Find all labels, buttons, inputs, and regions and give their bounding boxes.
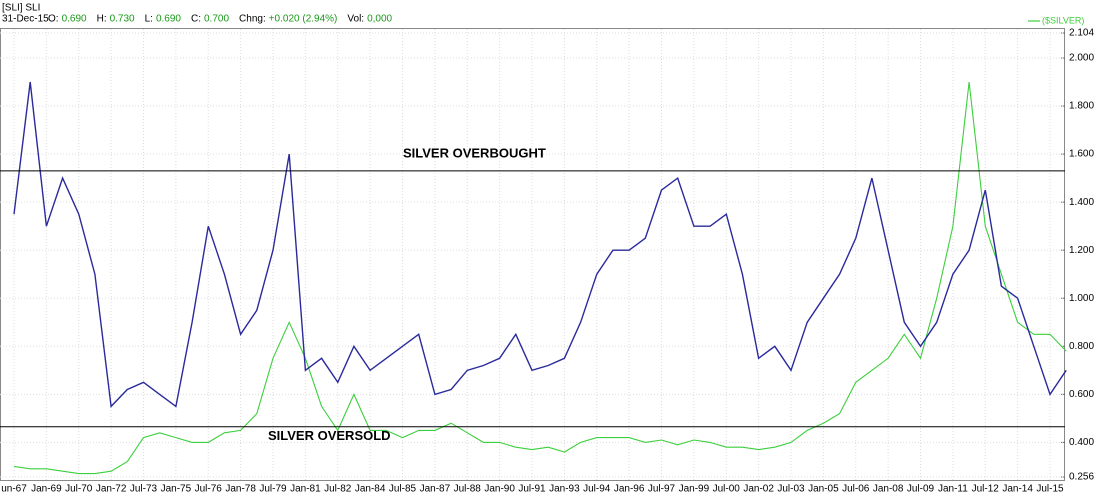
y-tick-label: 2.000 (1069, 53, 1094, 64)
header: [SLI] SLI 31-Dec-15 (2, 3, 49, 25)
x-tick-label: Jan-84 (355, 484, 386, 495)
x-tick-label: Jul-97 (648, 484, 676, 495)
x-tick-label: Jan-72 (96, 484, 127, 495)
x-tick-label: Jul-12 (972, 484, 1000, 495)
legend-label: ($SILVER) (1042, 15, 1084, 25)
x-tick-label: Jan-90 (484, 484, 515, 495)
x-tick-label: Jul-85 (389, 484, 417, 495)
x-tick-label: Jan-11 (938, 484, 968, 495)
x-tick-label: Jul-82 (324, 484, 352, 495)
x-tick-label: Jan-78 (225, 484, 256, 495)
x-tick-label: Jul-88 (454, 484, 482, 495)
series-line (13, 81, 1067, 408)
x-tick-label: Jul-79 (259, 484, 287, 495)
x-tick-label: un-67 (1, 484, 27, 495)
field-value: +0.020 (2.94%) (269, 14, 338, 25)
x-tick-label: Jul-94 (583, 484, 611, 495)
x-tick-label: Jan-96 (614, 484, 645, 495)
field-value: 0.690 (156, 14, 181, 25)
x-tick-label: Jan-02 (743, 484, 774, 495)
x-tick-label: Jan-14 (1002, 484, 1033, 495)
field-value: 0.690 (62, 14, 87, 25)
y-tick-label: 1.600 (1069, 149, 1094, 160)
y-tick-label: 2.104 (1069, 28, 1094, 39)
x-tick-label: Jul-06 (842, 484, 870, 495)
x-tick-label: Jan-93 (549, 484, 580, 495)
y-tick-label: 1.200 (1069, 245, 1094, 256)
y-tick-label: 0.400 (1069, 437, 1094, 448)
x-tick-label: Jan-05 (808, 484, 839, 495)
field-label: Chng: (239, 14, 266, 25)
field-label: H: (97, 14, 107, 25)
symbol: [SLI] SLI (2, 3, 40, 14)
x-tick-label: Jul-91 (518, 484, 546, 495)
x-tick-label: Jan-81 (290, 484, 321, 495)
x-tick-label: Jul-76 (195, 484, 223, 495)
x-tick-label: Jan-69 (31, 484, 62, 495)
date: 31-Dec-15 (2, 14, 49, 25)
x-tick-label: Jul-15 (1036, 484, 1064, 495)
field-label: O: (48, 14, 59, 25)
y-tick-label: 0.800 (1069, 341, 1094, 352)
field-label: C: (191, 14, 201, 25)
x-tick-label: Jul-73 (130, 484, 158, 495)
field-label: L: (145, 14, 153, 25)
y-tick-label: 0.600 (1069, 389, 1094, 400)
x-tick-label: Jul-09 (907, 484, 935, 495)
series-line (13, 81, 1067, 475)
y-tick-label: 1.000 (1069, 293, 1094, 304)
x-tick-label: Jan-75 (161, 484, 192, 495)
x-tick-label: Jan-08 (873, 484, 904, 495)
annotation: SILVER OVERSOLD (268, 428, 391, 443)
y-tick-label: 1.800 (1069, 101, 1094, 112)
field-value: 0,000 (367, 14, 392, 25)
field-value: 0.730 (110, 14, 135, 25)
x-tick-label: Jul-70 (65, 484, 93, 495)
x-tick-label: Jul-00 (713, 484, 741, 495)
annotation: SILVER OVERBOUGHT (403, 145, 546, 160)
y-tick-label: 0.256 (1069, 472, 1094, 483)
field-label: Vol: (347, 14, 364, 25)
x-tick-label: Jan-87 (420, 484, 451, 495)
x-tick-label: Jul-03 (777, 484, 805, 495)
y-tick-label: 1.400 (1069, 197, 1094, 208)
field-value: 0.700 (204, 14, 229, 25)
x-tick-label: Jan-99 (679, 484, 710, 495)
